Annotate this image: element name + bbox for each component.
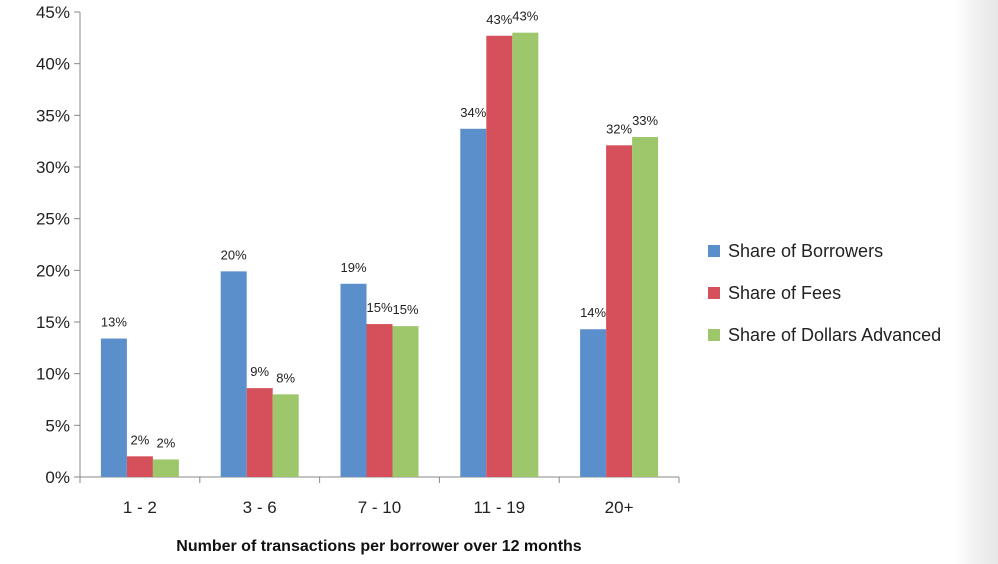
bars: [100, 32, 659, 478]
bar: [580, 329, 607, 477]
x-axis: 1 - 2 3 - 6 7 - 10 11 - 19 20+: [79, 476, 680, 517]
x-tick-label: 1 - 2: [123, 498, 157, 517]
bar: [460, 128, 487, 477]
y-tick-label: 10%: [36, 365, 70, 384]
legend-swatch: [708, 329, 720, 341]
legend-item: Share of Borrowers: [708, 230, 941, 272]
x-tick-label: 11 - 19: [473, 498, 525, 517]
bar: [512, 32, 539, 478]
y-tick-label: 25%: [36, 210, 70, 229]
data-label: 34%: [460, 105, 486, 120]
data-label: 20%: [221, 247, 247, 262]
legend-item: Share of Dollars Advanced: [708, 314, 941, 356]
legend-swatch: [708, 287, 720, 299]
y-tick-label: 5%: [45, 416, 70, 435]
data-label: 13%: [101, 315, 127, 330]
y-tick-label: 35%: [36, 106, 70, 125]
legend: Share of Borrowers Share of Fees Share of …: [708, 230, 941, 356]
bar: [340, 283, 367, 477]
bar: [606, 145, 633, 478]
bar: [366, 324, 393, 477]
bar: [632, 137, 659, 478]
data-label: 32%: [606, 121, 632, 136]
data-label: 8%: [276, 370, 295, 385]
y-tick-label: 20%: [36, 261, 70, 280]
x-tick-label: 3 - 6: [243, 498, 277, 517]
y-tick-label: 45%: [36, 3, 70, 22]
data-label: 14%: [580, 305, 606, 320]
data-label: 43%: [512, 9, 538, 24]
data-label: 19%: [340, 260, 366, 275]
bar: [152, 459, 179, 477]
data-label: 2%: [131, 432, 150, 447]
data-labels: 13% 20% 19% 34% 14% 2% 9% 15% 43% 32% 2% 8% 15% 43% 33…: [101, 9, 659, 451]
data-label: 15%: [366, 300, 392, 315]
data-label: 33%: [632, 113, 658, 128]
bar: [272, 394, 299, 477]
data-label: 43%: [486, 12, 512, 27]
data-label: 9%: [250, 364, 269, 379]
legend-label: Share of Borrowers: [728, 240, 884, 261]
y-tick-label: 0%: [45, 468, 70, 487]
legend-swatch: [708, 245, 720, 257]
x-tick-label: 20+: [605, 498, 634, 517]
legend-item: Share of Fees: [708, 272, 941, 314]
bar: [392, 326, 419, 477]
legend-label: Share of Fees: [728, 282, 842, 303]
data-label: 2%: [157, 435, 176, 450]
bar: [220, 271, 247, 477]
y-tick-label: 30%: [36, 158, 70, 177]
bar: [100, 338, 127, 477]
y-tick-label: 40%: [36, 55, 70, 74]
y-tick-label: 15%: [36, 313, 70, 332]
x-axis-title: Number of transactions per borrower over…: [176, 538, 582, 555]
data-label: 15%: [392, 302, 418, 317]
legend-label: Share of Dollars Advanced: [728, 324, 942, 345]
bar: [246, 388, 273, 477]
x-tick-label: 7 - 10: [358, 498, 401, 517]
bar: [126, 456, 153, 477]
bar: [486, 35, 513, 478]
y-axis: 0% 5% 10% 15% 20% 25% 30% 35% 40% 45%: [36, 3, 81, 487]
